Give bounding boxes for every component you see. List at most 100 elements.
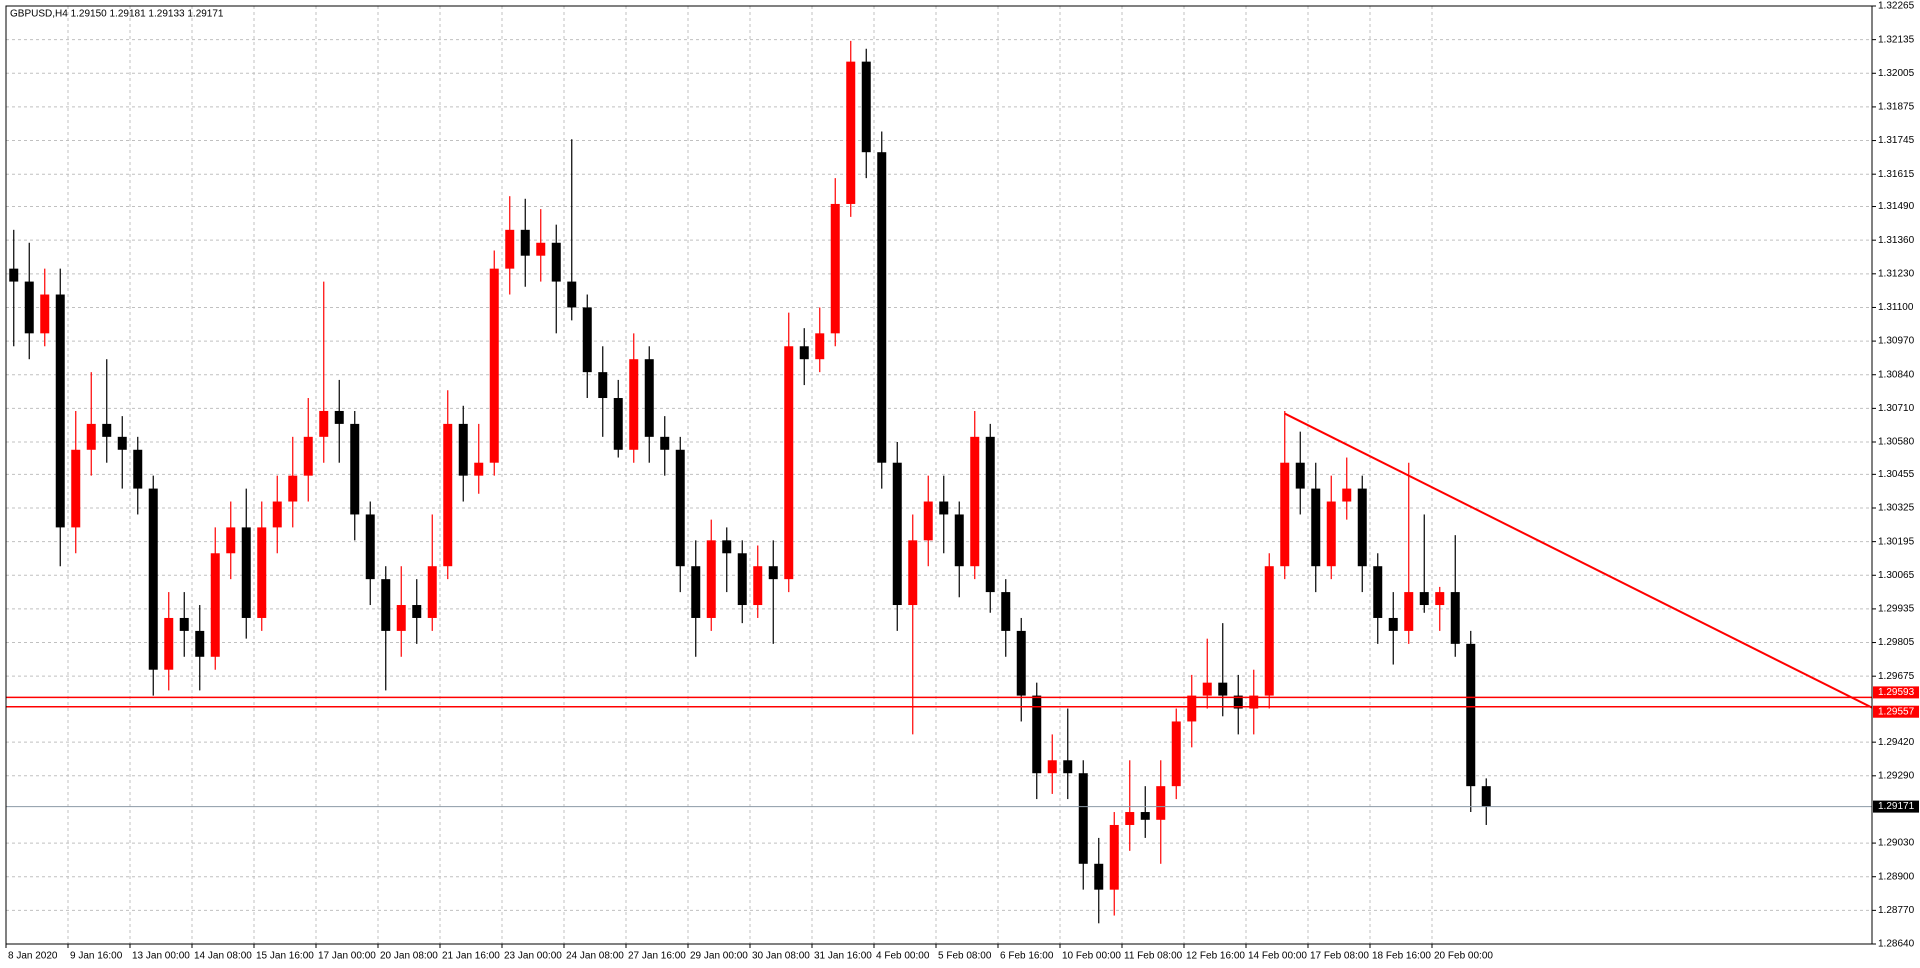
x-tick-label: 15 Jan 16:00 [256,951,314,962]
candle-body [1233,695,1243,709]
candle-body [1280,462,1290,567]
candle-body [396,605,406,631]
y-tick-label: 1.31615 [1878,169,1915,180]
candle-body [970,436,980,567]
candle-body [598,372,608,399]
candle-body [412,605,422,618]
candle-body [629,359,639,450]
candle-body [1063,760,1073,774]
x-tick-label: 18 Feb 16:00 [1372,951,1431,962]
candle-body [427,566,437,618]
y-tick-label: 1.30195 [1878,536,1915,547]
candle-body [1326,501,1336,567]
candle-body [226,527,236,554]
candle-body [1047,760,1057,774]
x-tick-label: 5 Feb 08:00 [938,951,992,962]
candle-body [1218,682,1228,696]
candle-body [737,553,747,606]
candle-body [582,307,592,373]
y-tick-label: 1.30840 [1878,369,1915,380]
axis-labels: 1.32265 1.32135 1.32005 1.31875 1.31745 1.316… [5,1,1919,962]
x-tick-label: 4 Feb 00:00 [876,951,930,962]
candle-body [164,617,174,670]
candle-body [179,617,189,631]
candle-body [1187,695,1197,722]
candle-body [660,436,670,450]
candle-body [1311,488,1321,567]
candle-body [350,423,360,515]
x-tick-label: 11 Feb 08:00 [1124,951,1183,962]
y-tick-label: 1.31490 [1878,201,1915,212]
x-tick-label: 30 Jan 08:00 [752,951,810,962]
candle-body [102,423,112,437]
candle-body [1342,488,1352,502]
candle-body [40,294,50,334]
x-tick-label: 23 Jan 00:00 [504,951,562,962]
candle-body [753,566,763,606]
candle-body [117,436,127,450]
y-tick-label: 1.28900 [1878,871,1915,882]
y-tick-label: 1.32005 [1878,68,1915,79]
candle-body [1466,643,1476,787]
price-marker-box [1873,686,1919,699]
price-marker-box [1873,800,1919,813]
candle-body [768,566,778,580]
candle-body [148,488,158,670]
candle-body [1171,721,1181,787]
y-tick-label: 1.28640 [1878,939,1915,950]
candle-body [908,540,918,606]
x-tick-label: 29 Jan 00:00 [690,951,748,962]
candle-body [1032,695,1042,774]
candle-body [24,281,34,334]
x-tick-label: 20 Feb 00:00 [1434,951,1493,962]
candle-body [1094,863,1104,890]
x-tick-label: 17 Feb 08:00 [1310,951,1369,962]
candle-body [1419,592,1429,606]
candle-body [241,527,251,618]
y-tick-label: 1.31745 [1878,135,1915,146]
candle-body [458,423,468,476]
candle-body [551,242,561,282]
y-tick-label: 1.30325 [1878,503,1915,514]
candle-body [1078,773,1088,864]
y-tick-label: 1.30455 [1878,469,1915,480]
candle-body [675,449,685,567]
grid [5,5,1872,945]
candle-body [1156,786,1166,820]
candle-body [489,268,499,463]
candle-body [505,229,515,269]
candle-body [520,229,530,256]
x-tick-label: 24 Jan 08:00 [566,951,624,962]
candle-body [1404,592,1414,631]
x-tick-label: 17 Jan 00:00 [318,951,376,962]
candle-body [381,579,391,631]
y-tick-label: 1.29935 [1878,604,1915,615]
y-tick-label: 1.30970 [1878,336,1915,347]
y-tick-label: 1.29675 [1878,671,1915,682]
x-tick-label: 31 Jan 16:00 [814,951,872,962]
x-tick-label: 9 Jan 16:00 [70,951,123,962]
candle-body [257,527,267,618]
y-tick-label: 1.29030 [1878,838,1915,849]
y-tick-label: 1.30710 [1878,403,1915,414]
candle-body [1140,812,1150,820]
x-tick-label: 6 Feb 16:00 [1000,951,1054,962]
candle-body [954,514,964,567]
x-tick-label: 10 Feb 00:00 [1062,951,1121,962]
plot-area [6,40,1872,924]
candle-body [567,281,577,308]
price-marker-label: 1.29171 [1878,801,1915,812]
candle-body [706,540,716,618]
candle-body [923,501,933,541]
candle-body [1481,786,1491,807]
candle-body [1125,812,1135,825]
candle-body [644,359,654,437]
price-marker-label: 1.29593 [1878,687,1915,698]
x-tick-label: 13 Jan 00:00 [132,951,190,962]
candle-body [288,475,298,502]
y-tick-label: 1.31360 [1878,235,1915,246]
trendline [1284,412,1872,709]
candle-body [1357,488,1367,567]
x-tick-label: 20 Jan 08:00 [380,951,438,962]
